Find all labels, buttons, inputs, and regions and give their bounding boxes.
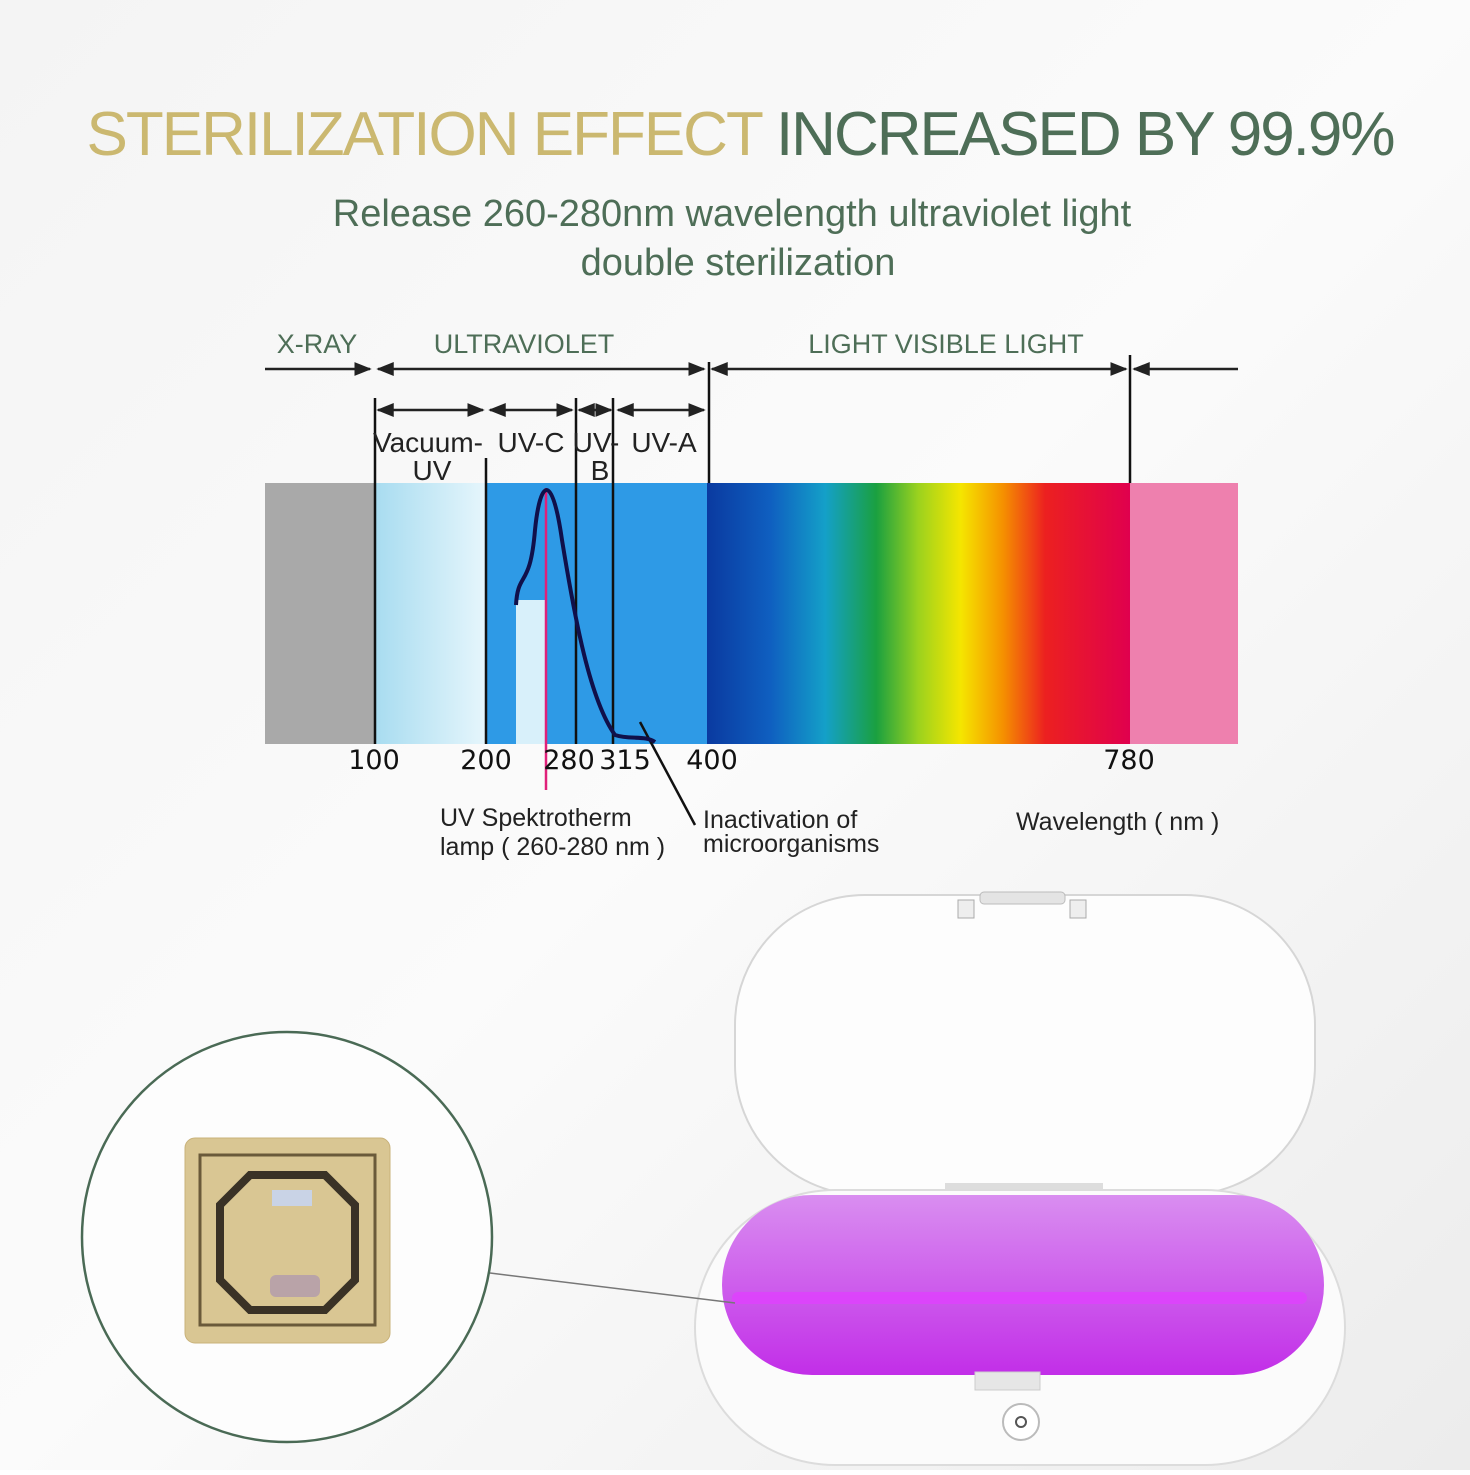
scale-label: 200 xyxy=(460,745,512,776)
note: lamp ( 260-280 nm ) xyxy=(440,833,665,861)
uv-band xyxy=(516,600,546,744)
band-label: UV xyxy=(413,455,452,486)
scale-label: 315 xyxy=(599,745,651,776)
curve xyxy=(514,488,657,744)
title-part: INCREASED BY 99.9% xyxy=(776,100,1394,169)
note: microorganisms xyxy=(703,830,879,858)
band-label: Vacuum- xyxy=(373,427,483,458)
vuv-band xyxy=(375,483,486,744)
scale-label: 100 xyxy=(348,745,400,776)
note: UV Spektrotherm xyxy=(440,804,632,832)
band-label: B xyxy=(591,455,610,486)
note: Inactivation of xyxy=(703,806,857,834)
product xyxy=(80,891,1346,1466)
title-part: STERILIZATION EFFECT xyxy=(86,100,762,169)
spectrum-diagram: X-RAY ULTRAVIOLET LIGHT VISIBLE LIGHT Va… xyxy=(265,329,1238,861)
scale-label: 780 xyxy=(1103,745,1155,776)
dividers xyxy=(373,355,1132,826)
subtitle: Release 260-280nm wavelength ultraviolet… xyxy=(333,193,1132,235)
band-label: UV- xyxy=(573,427,620,458)
axis-label: Wavelength ( nm ) xyxy=(1016,808,1219,836)
subtitle: double sterilization xyxy=(581,242,896,284)
title: STERILIZATION EFFECT INCREASED BY 99.9% xyxy=(86,100,1393,169)
ir-band xyxy=(1130,483,1238,744)
band-label: UV-A xyxy=(631,427,697,458)
region-label: X-RAY xyxy=(277,329,358,359)
region-label: LIGHT VISIBLE LIGHT xyxy=(808,329,1084,359)
xray-band xyxy=(265,483,375,744)
scale-label: 280 xyxy=(543,745,595,776)
band-label: UV-C xyxy=(498,427,565,458)
scale-label: 400 xyxy=(686,745,738,776)
visible-band xyxy=(707,483,1130,744)
region-label: ULTRAVIOLET xyxy=(434,329,615,359)
